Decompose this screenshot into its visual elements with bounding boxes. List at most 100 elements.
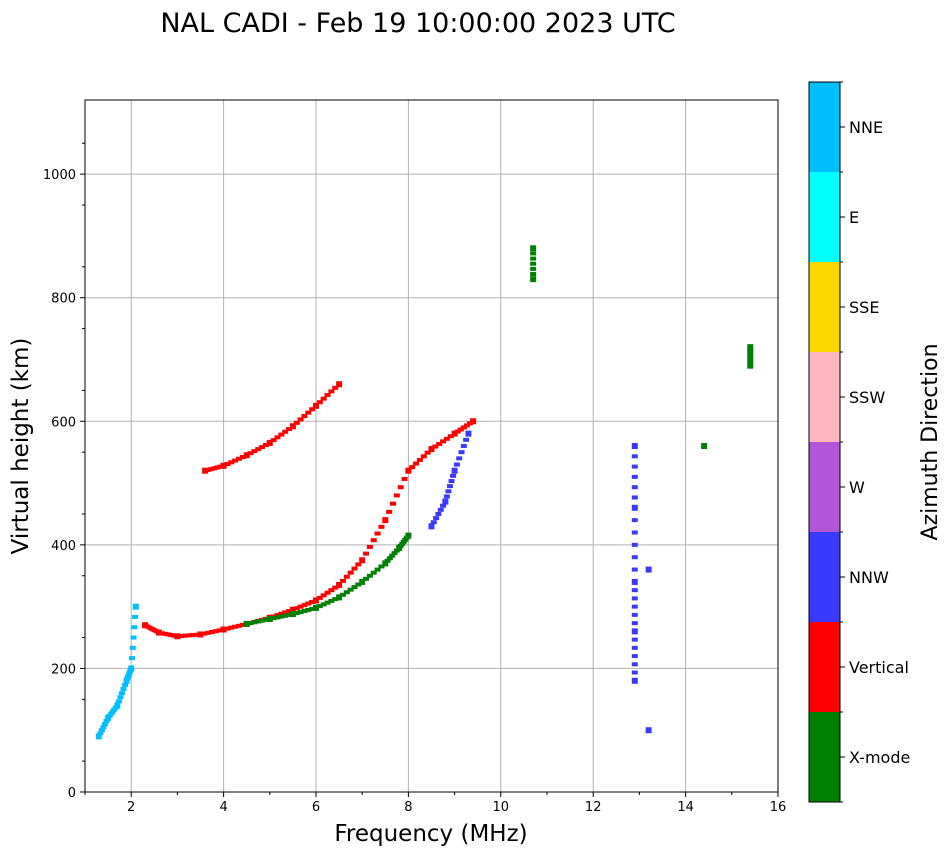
trace xyxy=(95,603,139,740)
echo-point xyxy=(270,616,277,621)
echo-point xyxy=(336,594,343,601)
echo-point xyxy=(115,699,122,704)
echo-point xyxy=(405,532,412,539)
echo-point xyxy=(393,493,400,498)
echo-point xyxy=(430,520,437,525)
echo-point xyxy=(631,654,638,659)
echo-point xyxy=(126,670,133,675)
echo-point xyxy=(363,551,370,556)
echo-point xyxy=(128,665,135,672)
echo-point xyxy=(460,425,467,430)
colorbar-tick-label: SSE xyxy=(849,298,879,317)
echo-point xyxy=(320,396,327,401)
echo-point xyxy=(389,553,396,558)
echo-point xyxy=(443,494,450,499)
echo-point xyxy=(339,592,346,597)
echo-point xyxy=(243,452,250,459)
echo-point xyxy=(278,614,285,619)
echo-point xyxy=(366,544,373,549)
echo-point xyxy=(313,597,319,604)
colorbar-swatch xyxy=(809,712,840,802)
echo-point xyxy=(255,447,262,452)
echo-point xyxy=(747,344,754,351)
gridlines xyxy=(85,100,778,792)
echo-point xyxy=(347,587,354,592)
echo-point xyxy=(297,417,304,422)
x-tick-label: 14 xyxy=(677,800,694,815)
echo-point xyxy=(382,517,389,524)
echo-point xyxy=(212,629,219,634)
echo-point xyxy=(530,256,537,261)
echo-point xyxy=(214,465,221,470)
trace xyxy=(428,430,652,734)
echo-point xyxy=(124,676,131,681)
plot-frame xyxy=(84,99,779,793)
echo-point xyxy=(205,467,212,472)
colorbar-tick-label: SSW xyxy=(849,388,885,407)
echo-point xyxy=(182,633,189,638)
echo-point xyxy=(451,467,458,474)
echo-point xyxy=(220,626,227,633)
echo-point xyxy=(132,614,139,619)
echo-point xyxy=(262,617,269,622)
echo-point xyxy=(413,461,420,466)
echo-point xyxy=(401,476,408,481)
echo-point xyxy=(631,530,638,535)
echo-point xyxy=(201,631,208,636)
echo-point xyxy=(228,625,235,630)
echo-point xyxy=(120,687,127,692)
echo-point xyxy=(440,439,447,444)
echo-point xyxy=(286,609,293,614)
echo-point xyxy=(530,272,537,277)
echo-point xyxy=(289,606,296,613)
echo-point xyxy=(370,538,377,543)
echo-point xyxy=(301,608,308,613)
echo-point xyxy=(631,504,638,511)
echo-point xyxy=(631,518,638,523)
echo-point xyxy=(399,541,406,546)
echo-point xyxy=(111,707,118,712)
echo-point xyxy=(159,631,165,636)
y-tick-label: 0 xyxy=(68,786,76,801)
echo-point xyxy=(631,670,638,675)
echo-point xyxy=(278,611,285,616)
echo-point xyxy=(436,441,443,446)
echo-point xyxy=(282,429,289,434)
echo-point xyxy=(456,456,463,461)
echo-point xyxy=(747,357,754,362)
echo-point xyxy=(205,630,212,635)
echo-point xyxy=(378,564,385,569)
echo-point xyxy=(397,543,404,548)
echo-point xyxy=(197,631,204,638)
colorbar-label: Azimuth Direction xyxy=(918,343,943,540)
echo-point xyxy=(301,603,308,608)
echo-point xyxy=(274,435,281,440)
echo-point xyxy=(278,432,285,437)
echo-point xyxy=(396,544,403,551)
echo-point xyxy=(442,498,449,505)
echo-point xyxy=(220,462,227,469)
colorbar-tick-label: NNE xyxy=(849,118,883,137)
echo-point xyxy=(747,351,754,356)
echo-point xyxy=(266,439,273,446)
echo-point xyxy=(631,567,638,572)
echo-point xyxy=(400,539,407,544)
echo-point xyxy=(631,443,638,449)
colorbar-swatch xyxy=(809,532,840,622)
echo-point xyxy=(631,588,638,593)
echo-point xyxy=(224,462,231,467)
echo-point xyxy=(631,677,638,684)
echo-point xyxy=(457,427,464,432)
echo-point xyxy=(293,606,300,611)
x-tick-label: 16 xyxy=(770,800,787,815)
y-tick-label: 200 xyxy=(51,662,76,677)
echo-point xyxy=(530,276,537,283)
echo-point xyxy=(443,436,450,441)
echo-point xyxy=(355,582,362,587)
trace xyxy=(243,532,412,627)
echo-point xyxy=(174,633,181,640)
echo-point xyxy=(247,621,254,626)
echo-point xyxy=(131,625,138,630)
echo-point xyxy=(440,503,447,508)
echo-point xyxy=(463,437,470,442)
